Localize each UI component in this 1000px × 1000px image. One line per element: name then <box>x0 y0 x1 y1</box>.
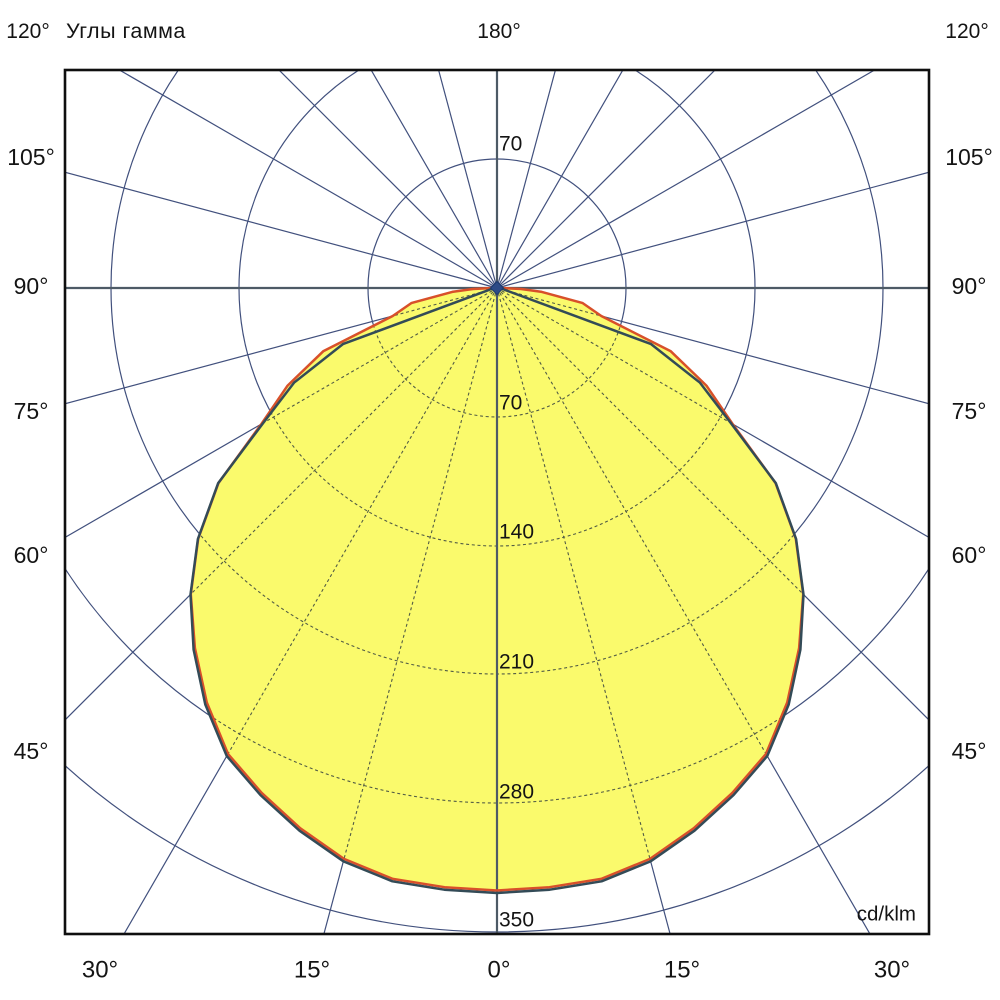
svg-text:45°: 45° <box>952 738 987 764</box>
svg-text:30°: 30° <box>82 957 118 984</box>
svg-text:0°: 0° <box>488 957 511 984</box>
svg-text:105°: 105° <box>945 144 993 170</box>
svg-text:15°: 15° <box>664 957 700 984</box>
svg-text:70: 70 <box>499 133 522 156</box>
svg-text:90°: 90° <box>14 273 49 299</box>
svg-text:60°: 60° <box>952 542 987 568</box>
svg-text:75°: 75° <box>14 398 49 424</box>
svg-text:Углы гамма: Углы гамма <box>66 19 186 43</box>
svg-text:105°: 105° <box>7 144 55 170</box>
svg-text:120°: 120° <box>6 20 49 43</box>
svg-text:280: 280 <box>499 781 534 804</box>
svg-text:210: 210 <box>499 651 534 674</box>
svg-text:60°: 60° <box>14 542 49 568</box>
svg-text:70: 70 <box>499 392 522 415</box>
svg-text:140: 140 <box>499 521 534 544</box>
svg-text:350: 350 <box>499 909 534 932</box>
svg-text:120°: 120° <box>945 20 988 43</box>
svg-text:90°: 90° <box>952 273 987 299</box>
svg-text:cd/klm: cd/klm <box>857 903 916 926</box>
svg-text:15°: 15° <box>294 957 330 984</box>
svg-text:30°: 30° <box>874 957 910 984</box>
svg-text:45°: 45° <box>14 738 49 764</box>
svg-text:180°: 180° <box>477 20 520 43</box>
svg-text:75°: 75° <box>952 398 987 424</box>
